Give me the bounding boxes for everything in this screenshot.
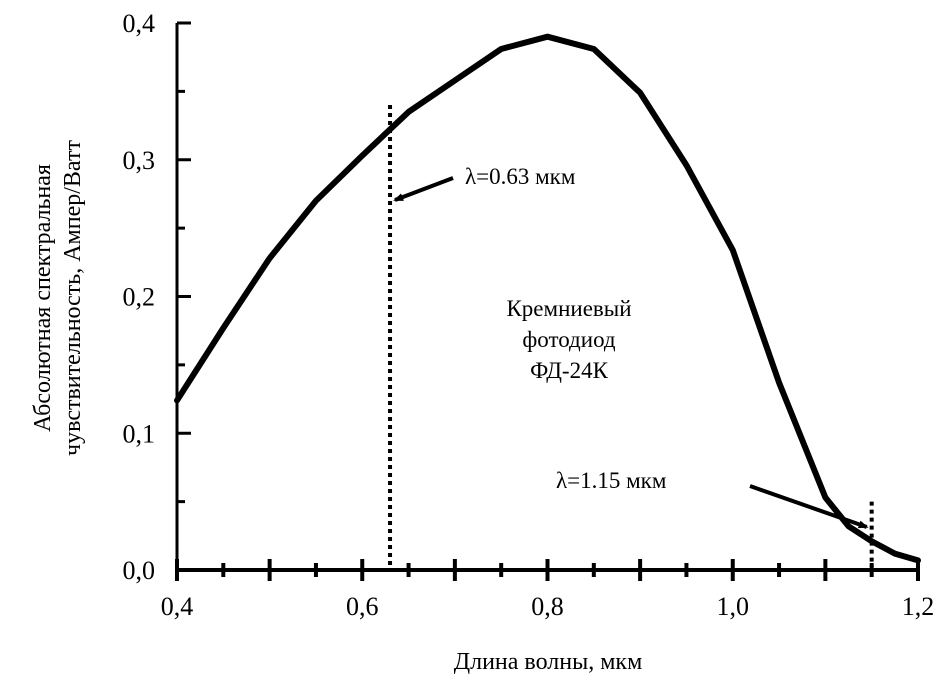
tick-labels: 0,4 0,6 0,8 1,0 1,2 0,0 0,1 0,2 0,3 0,4 (123, 9, 935, 621)
device-annotation-line2: фотодиод (522, 327, 616, 352)
marker-arrow (749, 484, 869, 529)
device-annotation: Кремниевый фотодиод ФД-24К (506, 296, 631, 383)
y-tick-label: 0,3 (123, 146, 156, 175)
y-axis-label: Абсолютная спектральная чувствительность… (30, 140, 86, 456)
y-axis-label-line2: чувствительность, Ампер/Ватт (60, 140, 86, 456)
y-axis-label-line1: Абсолютная спектральная (30, 164, 56, 432)
x-tick-label: 1,0 (717, 592, 750, 621)
y-tick-label: 0,4 (123, 9, 156, 38)
marker-arrow (393, 176, 454, 202)
marker-layer (388, 105, 874, 567)
x-tick-label: 0,8 (531, 592, 564, 621)
marker-label-0-63: λ=0.63 мкм (465, 164, 576, 189)
y-tick-label: 0,0 (123, 556, 156, 585)
x-tick-label: 0,6 (346, 592, 379, 621)
x-axis-label: Длина волны, мкм (454, 649, 643, 675)
ticks (175, 21, 920, 581)
x-tick-label: 1,2 (902, 592, 935, 621)
series-line (174, 33, 921, 564)
device-annotation-line1: Кремниевый (506, 296, 631, 321)
marker-label-1-15: λ=1.15 мкм (556, 468, 667, 493)
y-tick-label: 0,1 (123, 419, 156, 448)
y-tick-label: 0,2 (123, 283, 156, 312)
series-layer (174, 33, 921, 564)
device-annotation-line3: ФД-24К (530, 358, 608, 383)
x-tick-label: 0,4 (161, 592, 194, 621)
